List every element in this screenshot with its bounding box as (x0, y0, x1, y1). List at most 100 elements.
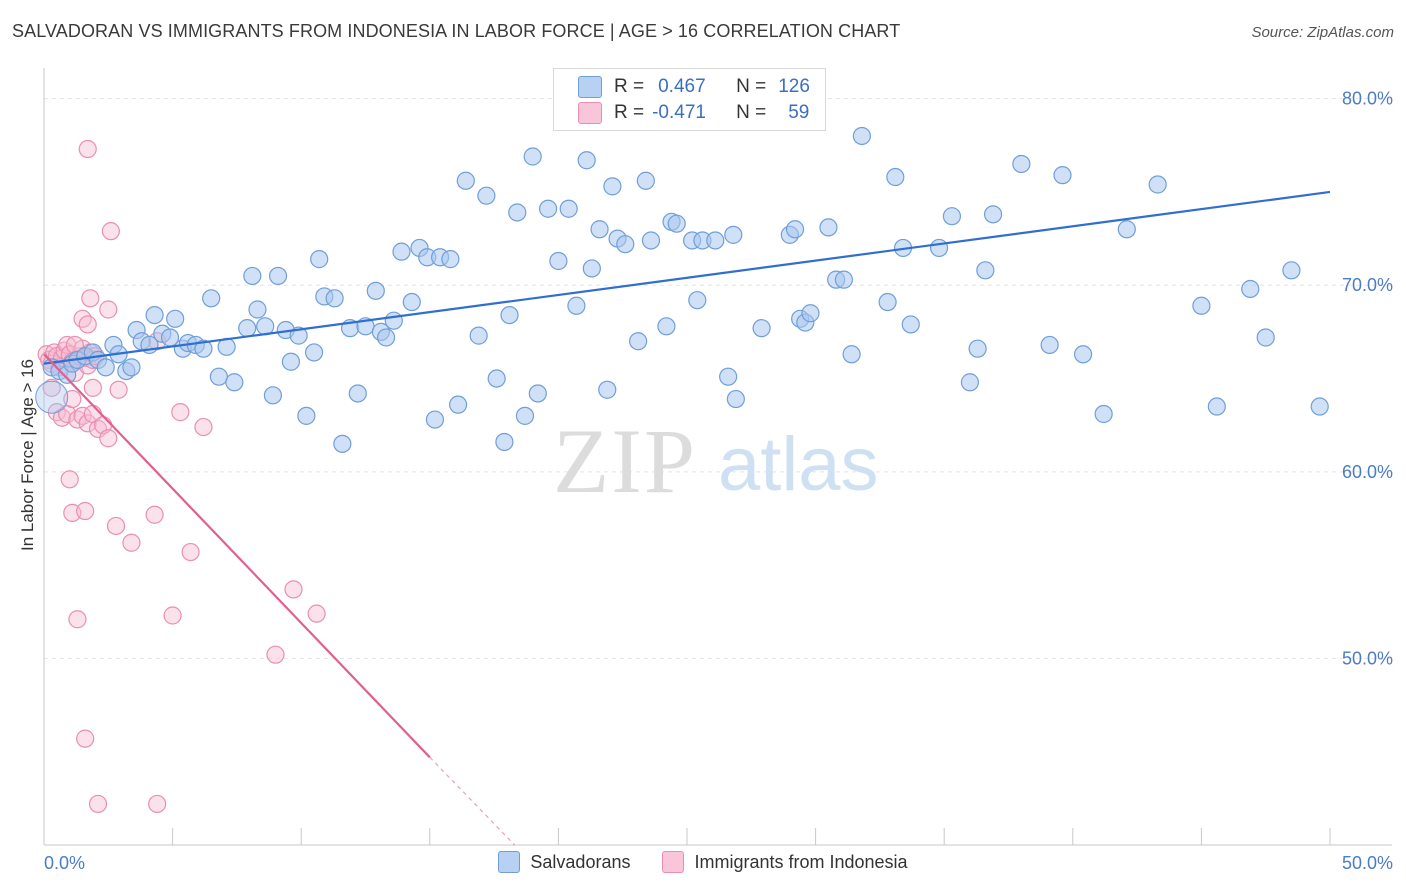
salvadoran-point (35, 380, 69, 414)
salvadoran-point (209, 367, 228, 386)
salvadoran-point (384, 311, 403, 330)
salvadoran-point (281, 352, 301, 371)
salvadoran-point (515, 406, 535, 425)
salvadoran-point (983, 205, 1003, 224)
salvadoran-point (469, 326, 488, 345)
indonesia-point (266, 645, 285, 664)
legend-r-value: -0.471 (652, 102, 706, 123)
indonesia-point (99, 300, 118, 319)
salvadoran-point (1241, 279, 1260, 299)
legend-row-indonesia: R = -0.471 N = 59 (578, 101, 809, 125)
indonesia-point (99, 429, 118, 448)
indonesia-point (284, 580, 303, 599)
salvadoran-point (248, 300, 267, 319)
salvadoran-point (495, 432, 514, 452)
salvadoran-point (508, 203, 527, 222)
indonesia-point (42, 378, 61, 397)
salvadoran-point (425, 410, 445, 429)
salvadoran-point (477, 186, 496, 205)
x-tick-label: 50.0% (1342, 853, 1393, 873)
salvadoran-point (297, 406, 316, 425)
salvadoran-point (582, 259, 601, 278)
indonesia-trend-extension (429, 756, 516, 846)
salvadoran-point (376, 328, 396, 347)
salvadoran-point (448, 395, 468, 414)
salvadoran-point (1207, 397, 1226, 416)
gridlines (44, 98, 1392, 659)
indonesia-point (163, 606, 182, 625)
indonesia-point (78, 139, 97, 159)
series-indonesia-points (37, 139, 326, 814)
salvadoran-point (238, 319, 257, 338)
indonesia-point (73, 309, 92, 328)
salvadoran-point (929, 238, 949, 258)
axes (43, 68, 1392, 846)
salvadoran-point (487, 369, 506, 388)
salvadoran-point (243, 266, 262, 286)
salvadoran-point (1040, 335, 1059, 355)
legend-r-label: R = (614, 76, 645, 97)
salvadoran-point (752, 319, 771, 338)
salvadoran-point (886, 167, 905, 187)
legend-swatch-blue (498, 851, 521, 873)
salvadoran-point (194, 339, 213, 358)
correlation-legend: R = 0.467 N = 126 R = -0.471 N = 59 (553, 68, 826, 131)
salvadoran-point (724, 225, 743, 244)
salvadoran-point (1256, 328, 1275, 347)
series-legend: Salvadorans Immigrants from Indonesia (0, 851, 1406, 873)
salvadoran-point (852, 126, 871, 146)
salvadoran-point (1053, 166, 1072, 185)
salvadoran-point (333, 434, 352, 453)
salvadoran-point (456, 171, 475, 190)
salvadoran-point (500, 305, 519, 325)
indonesia-point (148, 794, 167, 814)
legend-r-label: R = (614, 102, 645, 123)
salvadoran-point (567, 296, 586, 315)
salvadoran-point (834, 270, 853, 289)
salvadoran-point (1012, 154, 1031, 174)
salvadoran-point (289, 326, 308, 345)
salvadoran-point (1148, 175, 1167, 194)
salvadoran-point (166, 309, 185, 328)
salvadoran-point (304, 343, 324, 362)
salvadoran-point (559, 199, 578, 218)
salvadoran-point (1282, 261, 1301, 280)
salvadoran-point (402, 292, 421, 312)
y-tick-label: 80.0% (1342, 89, 1393, 109)
salvadoran-point (719, 367, 738, 386)
tick-labels: 80.0% 70.0% 60.0% 50.0% 0.0% 50.0% (44, 89, 1393, 873)
salvadoran-point (96, 358, 115, 377)
salvadoran-point (641, 231, 661, 250)
salvadoran-point (976, 261, 995, 280)
legend-swatch-pink (662, 851, 685, 873)
salvadoran-point (528, 384, 547, 403)
watermark-atlas: atlas (718, 422, 879, 507)
legend-item-salvadorans[interactable]: Salvadorans (498, 851, 630, 873)
salvadoran-point (202, 289, 221, 308)
indonesia-point (194, 417, 213, 437)
salvadoran-point (325, 289, 344, 308)
salvadoran-point (629, 332, 648, 351)
salvadoran-point (801, 304, 820, 323)
salvadoran-point (366, 281, 385, 300)
indonesia-point (88, 794, 108, 814)
legend-item-indonesia[interactable]: Immigrants from Indonesia (662, 851, 908, 873)
salvadoran-point (310, 250, 329, 269)
indonesia-point (101, 222, 120, 241)
indonesia-point (81, 289, 100, 308)
salvadoran-point (441, 250, 460, 269)
y-tick-label: 60.0% (1342, 462, 1393, 482)
salvadoran-point (878, 292, 897, 312)
indonesia-trend-line (43, 353, 431, 759)
salvadoran-point (523, 147, 542, 166)
salvadoran-point (1073, 345, 1093, 364)
salvadoran-point (616, 235, 635, 254)
indonesia-point (109, 380, 128, 399)
salvadoran-point (688, 291, 707, 310)
indonesia-point (145, 505, 164, 524)
indonesia-point (78, 315, 97, 334)
indonesia-point (76, 501, 95, 521)
salvadorans-trend-line (43, 190, 1331, 365)
salvadoran-point (657, 317, 676, 336)
